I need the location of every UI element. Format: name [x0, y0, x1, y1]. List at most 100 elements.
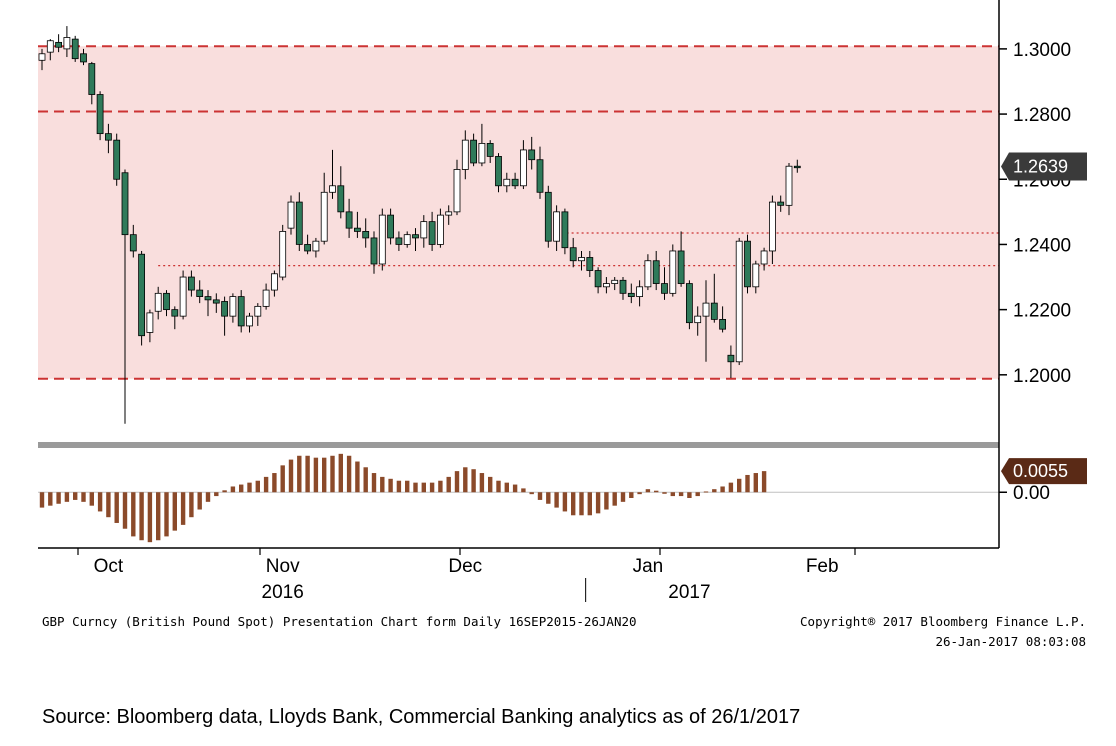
candle-body [187, 276, 195, 291]
candle [279, 224, 287, 281]
candle [237, 290, 245, 333]
candle-body [760, 250, 768, 265]
candle-body [785, 165, 793, 206]
candle-body [486, 143, 494, 157]
candle-body [611, 279, 619, 284]
candle-body [395, 237, 403, 245]
oscillator-last-tag: 0.0055 [1001, 458, 1087, 485]
oscillator-bar [496, 480, 501, 493]
candle [428, 211, 436, 251]
candle [246, 312, 253, 333]
oscillator-bar [454, 471, 460, 493]
oscillator-bar [728, 482, 734, 493]
x-month-label: Feb [806, 556, 839, 577]
candle [586, 250, 594, 278]
candle [769, 195, 776, 264]
candle-body [586, 257, 594, 271]
oscillator-bar [288, 459, 294, 493]
candle-body [121, 172, 129, 236]
last-price-label: 1.2639 [1013, 157, 1068, 177]
oscillator-bar [662, 492, 667, 494]
candle-body [179, 276, 187, 317]
oscillator-bar [761, 471, 767, 493]
oscillator-bar [529, 492, 534, 495]
candle-body [719, 319, 726, 330]
range-band-layer [38, 45, 999, 380]
candle [71, 35, 79, 62]
candle [353, 211, 361, 238]
oscillator-bar [720, 486, 725, 493]
x-year-label: 2016 [262, 582, 304, 603]
candle-body [38, 53, 46, 61]
candle-body [295, 201, 303, 245]
candle [627, 283, 635, 304]
candle-body [470, 139, 478, 164]
oscillator-bar [189, 492, 194, 518]
oscillator-bar [504, 482, 509, 493]
candle-body [171, 309, 179, 317]
candle-body [727, 354, 735, 363]
candle-body [71, 38, 79, 60]
candle [154, 286, 162, 320]
oscillator-bar [703, 491, 709, 493]
oscillator-bar [172, 492, 177, 531]
candle [138, 250, 146, 346]
oscillator-bar [554, 492, 559, 508]
oscillator-bar [737, 478, 742, 493]
candle-body [495, 156, 502, 187]
candle-body [46, 40, 54, 53]
candle [520, 140, 527, 190]
oscillator-bar [81, 492, 86, 502]
candle-body [105, 133, 112, 141]
candle-body [553, 211, 560, 242]
candle [511, 172, 519, 190]
candle-body [578, 257, 585, 262]
y-tick-label: 1.2000 [1013, 366, 1071, 387]
oscillator-bar [239, 484, 244, 493]
oscillator-bar [546, 492, 551, 504]
oscillator-bar [446, 476, 451, 493]
candle [370, 231, 378, 274]
oscillator-bar [512, 484, 518, 493]
candle-body [370, 237, 378, 265]
candle-body [744, 240, 751, 288]
candle [378, 208, 386, 271]
candle [661, 267, 668, 300]
oscillator-bar [388, 478, 393, 493]
candle-body [88, 63, 96, 95]
candle [337, 166, 345, 219]
oscillator-bar [620, 492, 626, 502]
candle [96, 91, 104, 141]
oscillator-bar [753, 473, 758, 493]
oscillator-bar [122, 492, 128, 529]
candle-body [320, 191, 328, 242]
candle [295, 192, 303, 251]
y-tick-label: 1.2200 [1013, 301, 1071, 322]
candle-body [163, 292, 170, 311]
oscillator-last-label: 0.0055 [1013, 461, 1068, 481]
candle-body [694, 315, 702, 324]
oscillator-bar [89, 492, 94, 506]
oscillator-bar [712, 489, 717, 493]
candle [113, 133, 121, 186]
candle [420, 215, 428, 248]
candle-body [353, 227, 361, 232]
candle-body [661, 283, 668, 294]
candle [669, 244, 677, 297]
price-axis: 1.20001.22001.24001.26001.28001.30001.32… [999, 40, 1071, 504]
candle [146, 309, 154, 343]
candle [445, 205, 453, 225]
x-month-label: Jan [633, 556, 664, 577]
oscillator-bar [637, 492, 642, 495]
oscillator-bar [562, 492, 568, 512]
candle [80, 48, 87, 66]
candle-body [710, 302, 718, 320]
oscillator-bar [305, 455, 310, 493]
candle-body [229, 296, 237, 317]
candle-body [403, 234, 411, 245]
candle-body [644, 260, 652, 288]
oscillator-bar [39, 492, 45, 508]
candle [503, 172, 511, 193]
candle-body [312, 240, 320, 252]
last-price-tag: 1.2639 [1001, 152, 1087, 181]
